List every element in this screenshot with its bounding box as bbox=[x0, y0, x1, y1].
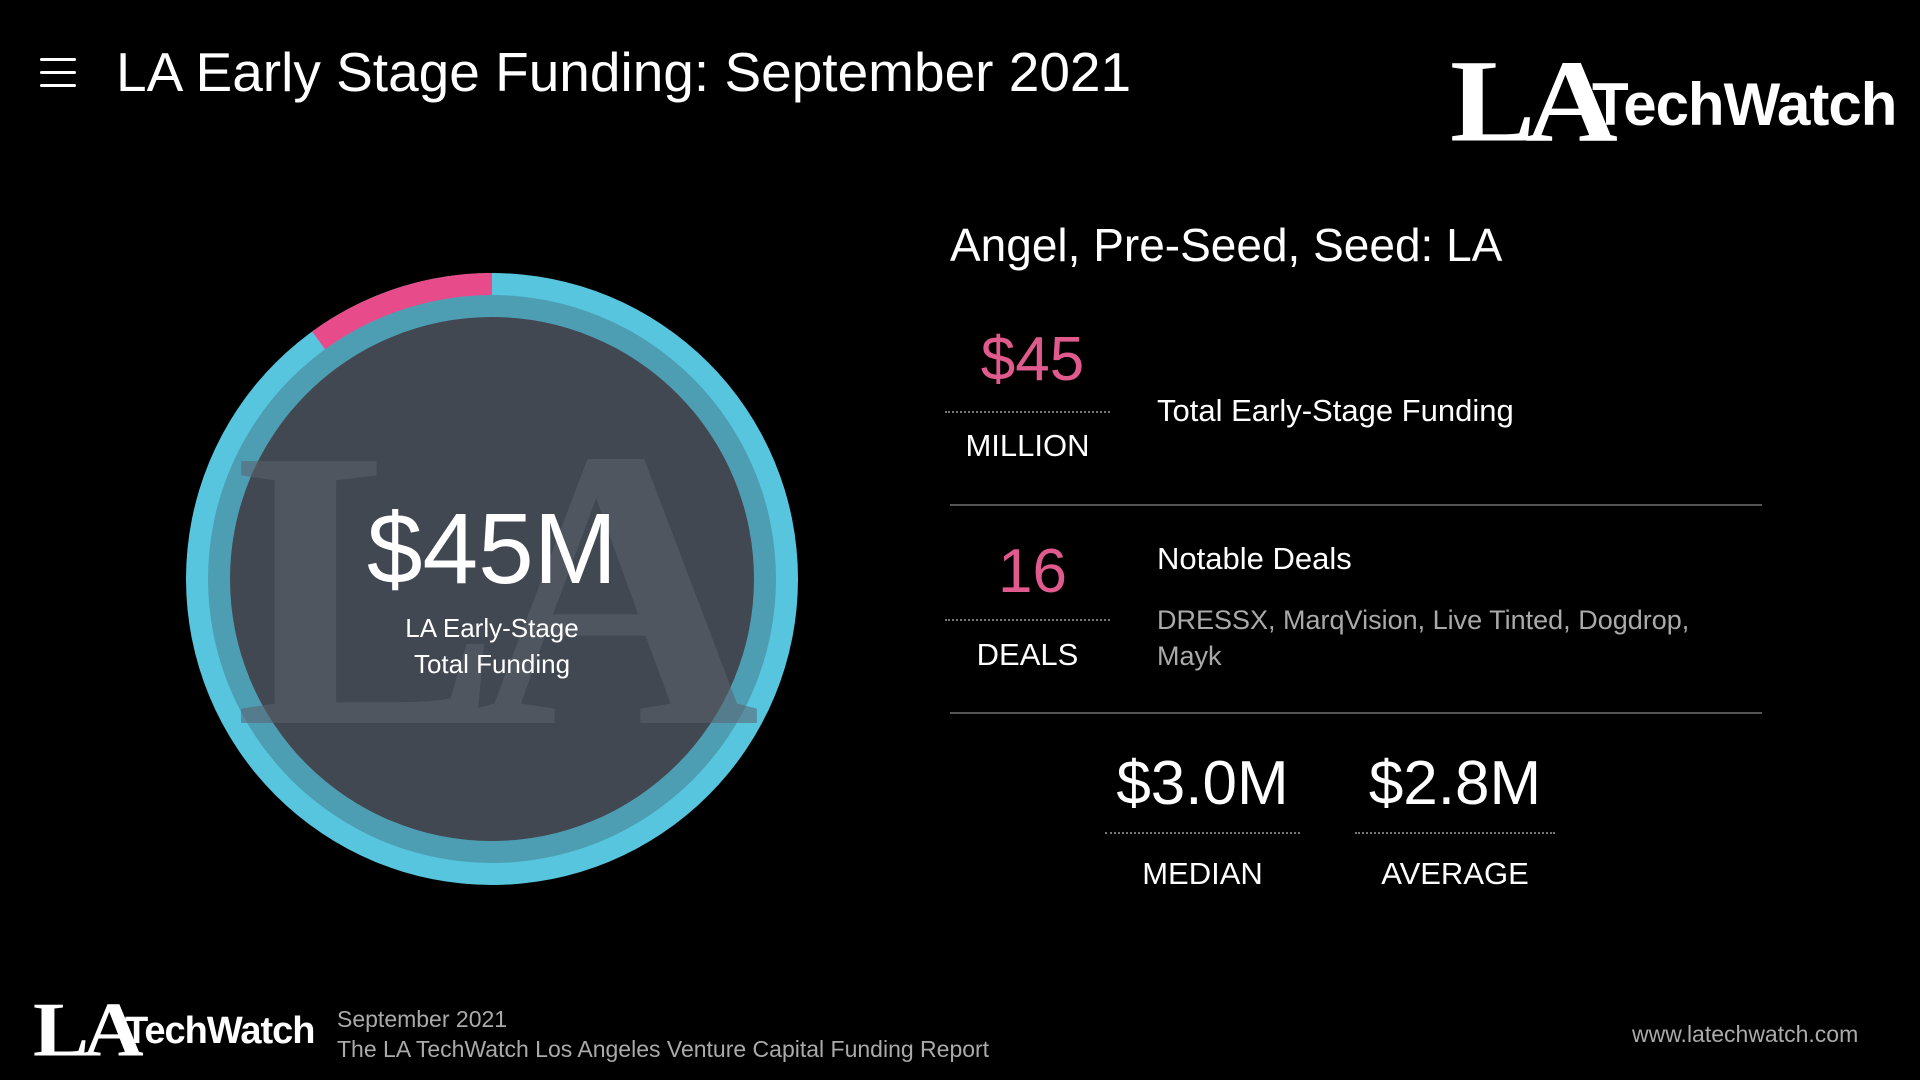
menu-bar-line bbox=[40, 58, 76, 61]
deals-unit: DEALS bbox=[976, 637, 1079, 672]
donut-value: $45M bbox=[366, 493, 618, 605]
section-heading: Angel, Pre-Seed, Seed: LA bbox=[950, 219, 1503, 271]
median-value: $3.0M bbox=[1116, 749, 1289, 818]
total-funding-number: $45 bbox=[980, 325, 1085, 394]
divider-dotted bbox=[945, 411, 1110, 413]
logo-la-mark: LA bbox=[1450, 35, 1618, 167]
footer-date: September 2021 bbox=[337, 1006, 508, 1032]
deals-count: 16 bbox=[998, 537, 1067, 606]
average-label: AVERAGE bbox=[1381, 856, 1529, 891]
watermark-la: LA bbox=[234, 367, 760, 810]
funding-donut: LA $45M LA Early-Stage Total Funding bbox=[175, 262, 809, 896]
footer-logo-la-mark: LA bbox=[33, 987, 144, 1073]
divider-dotted bbox=[1355, 832, 1555, 834]
notable-deals-title: Notable Deals bbox=[1157, 541, 1352, 576]
notable-deals-list: DRESSX, MarqVision, Live Tinted, Dogdrop… bbox=[1157, 605, 1690, 671]
donut-watermark: LA bbox=[175, 262, 809, 896]
divider-dotted bbox=[945, 619, 1110, 621]
menu-bar-line bbox=[40, 84, 76, 87]
total-funding-unit: MILLION bbox=[965, 428, 1090, 463]
donut-ring bbox=[186, 273, 798, 885]
divider bbox=[950, 504, 1762, 506]
footer-logo[interactable]: LA TechWatch bbox=[33, 992, 323, 1072]
donut-label-line1: LA Early-Stage bbox=[405, 613, 579, 643]
donut-label-line2: Total Funding bbox=[413, 649, 571, 679]
la-techwatch-logo[interactable]: LA TechWatch bbox=[1450, 35, 1897, 167]
divider-dotted bbox=[1105, 832, 1300, 834]
page-title: LA Early Stage Funding: September 2021 bbox=[116, 41, 1132, 103]
menu-bar-line bbox=[40, 71, 76, 74]
donut-center bbox=[230, 317, 754, 841]
footer-url-link[interactable]: www.latechwatch.com bbox=[1632, 1021, 1859, 1047]
median-label: MEDIAN bbox=[1142, 856, 1263, 891]
logo-techwatch-wordmark: TechWatch bbox=[1592, 71, 1897, 138]
total-funding-description: Total Early-Stage Funding bbox=[1157, 393, 1514, 428]
footer-report-title: The LA TechWatch Los Angeles Venture Cap… bbox=[337, 1036, 990, 1062]
donut-label: LA Early-Stage Total Funding bbox=[175, 610, 809, 682]
footer-logo-techwatch-wordmark: TechWatch bbox=[125, 1010, 315, 1052]
average-value: $2.8M bbox=[1368, 749, 1542, 818]
divider bbox=[950, 712, 1762, 714]
hamburger-icon[interactable] bbox=[40, 58, 76, 88]
